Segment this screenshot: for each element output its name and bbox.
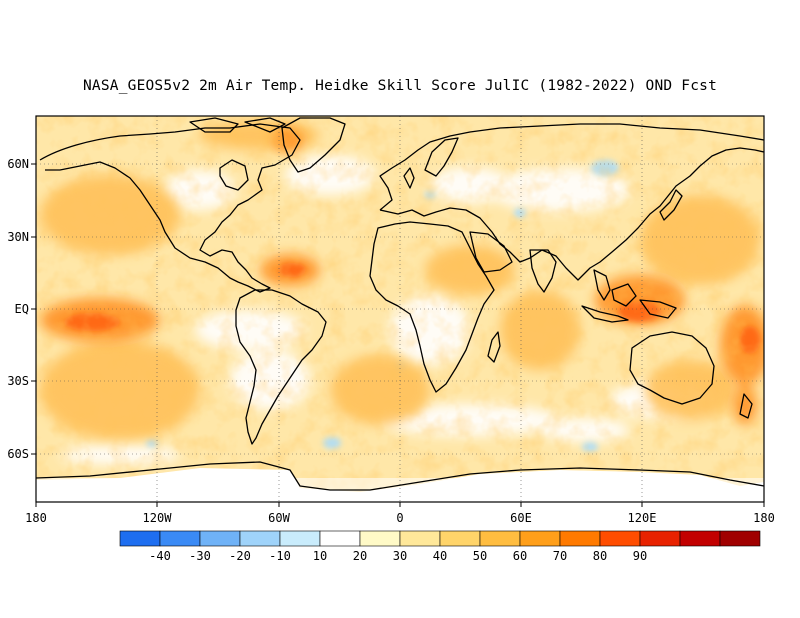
colorbar-label: 50: [473, 549, 487, 563]
colorbar-label: -10: [269, 549, 291, 563]
y-tick-label: 60N: [7, 157, 29, 171]
colorbar-swatch: [479, 530, 521, 547]
colorbar-swatch: [719, 530, 761, 547]
colorbar-swatch: [359, 530, 401, 547]
colorbar-swatch: [159, 530, 201, 547]
colorbar-swatch: [519, 530, 561, 547]
coastlines: [36, 117, 764, 491]
colorbar-label: 90: [633, 549, 647, 563]
x-tick-label: 60W: [268, 511, 290, 525]
colorbar-label: -30: [189, 549, 211, 563]
colorbar-label: 80: [593, 549, 607, 563]
colorbar-swatch: [399, 530, 441, 547]
y-tick-label: 30N: [7, 230, 29, 244]
colorbar-swatch: [639, 530, 681, 547]
colorbar-swatch: [279, 530, 321, 547]
x-tick-label: 180: [25, 511, 47, 525]
colorbar-swatch: [599, 530, 641, 547]
colorbar-swatch: [239, 530, 281, 547]
map-title: NASA_GEOS5v2 2m Air Temp. Heidke Skill S…: [82, 78, 717, 94]
y-tick-label: EQ: [15, 302, 29, 316]
colorbar-label: 30: [393, 549, 407, 563]
x-tick-label: 120E: [628, 511, 657, 525]
x-tick-label: 60E: [510, 511, 532, 525]
y-tick-label: 60S: [7, 447, 29, 461]
colorbar-swatch: [199, 530, 241, 547]
colorbar-label: -20: [229, 549, 251, 563]
colorbar-label: 70: [553, 549, 567, 563]
tick-marks: [31, 163, 765, 507]
colorbar-label: 20: [353, 549, 367, 563]
colorbar-swatch: [439, 530, 481, 547]
graticule: [36, 116, 764, 502]
colorbar-swatch: [119, 530, 161, 547]
x-tick-label: 120W: [143, 511, 173, 525]
colorbar-label: 60: [513, 549, 527, 563]
x-tick-label: 0: [396, 511, 403, 525]
colorbar-label: -40: [149, 549, 171, 563]
x-tick-label: 180: [753, 511, 775, 525]
colorbar-label: 40: [433, 549, 447, 563]
colorbar-swatch: [679, 530, 721, 547]
colorbar: -40 -30 -20 -10 10 20 30 40 50 60 70 80 90: [119, 530, 761, 563]
colorbar-swatch: [319, 530, 361, 547]
colorbar-swatch: [559, 530, 601, 547]
colorbar-label: 10: [313, 549, 327, 563]
y-tick-label: 30S: [7, 374, 29, 388]
